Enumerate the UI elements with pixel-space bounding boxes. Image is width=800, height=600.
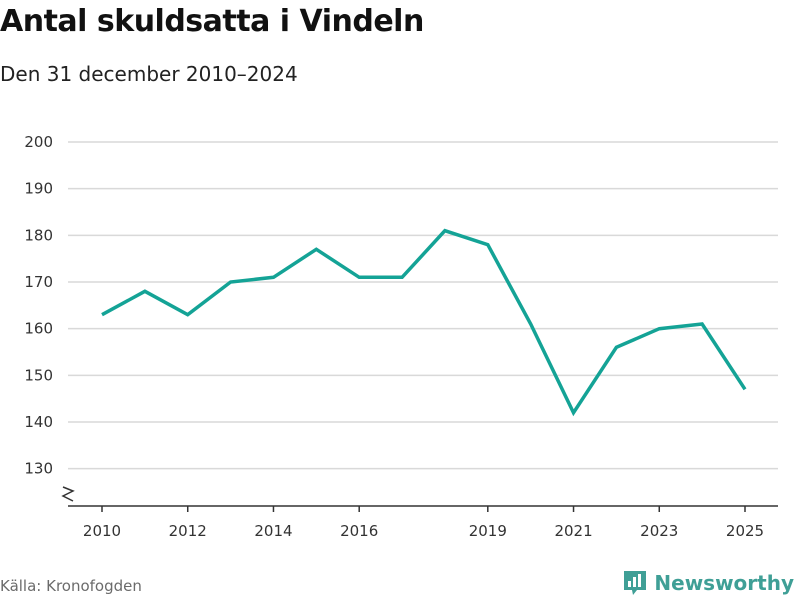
data-point-2019[interactable] [484,241,492,249]
x-tick-label: 2016 [340,522,378,540]
source-note: Källa: Kronofogden [0,577,142,595]
data-point-2020[interactable] [527,320,535,328]
data-point-2024[interactable] [698,320,706,328]
x-tick-label: 2021 [554,522,592,540]
gridlines [68,141,778,470]
data-point-2010[interactable] [98,311,106,319]
series [98,227,749,417]
data-point-2014[interactable] [269,273,277,281]
newsworthy-logo-icon [624,571,647,595]
axis-break-icon [61,486,75,502]
y-tick-label: 200 [24,133,53,151]
chart-subtitle: Den 31 december 2010–2024 [0,62,298,86]
y-tick-label: 170 [24,273,53,291]
data-point-2015[interactable] [312,245,320,253]
chart-title: Antal skuldsatta i Vindeln [0,4,424,39]
x-tick-label: 2010 [83,522,121,540]
x-tick-label: 2012 [169,522,207,540]
data-point-2023[interactable] [655,325,663,333]
data-point-2011[interactable] [141,287,149,295]
x-tick-label: 2014 [254,522,292,540]
y-axis-ticks: 130 140 150 160 170 180 190 200 [24,133,53,478]
data-point-2013[interactable] [227,278,235,286]
data-point-2018[interactable] [441,227,449,235]
data-point-2012[interactable] [184,311,192,319]
y-tick-label: 150 [24,366,53,384]
y-tick-label: 190 [24,180,53,198]
data-point-2016[interactable] [355,273,363,281]
x-tick-label: 2025 [726,522,764,540]
y-tick-label: 140 [24,413,53,431]
x-tick-label: 2019 [469,522,507,540]
brand-logo[interactable]: Newsworthy [622,569,794,597]
series-line [101,228,747,417]
data-point-2017[interactable] [398,273,406,281]
x-tick-label: 2023 [640,522,678,540]
y-tick-label: 130 [24,460,53,478]
x-axis [61,486,778,507]
data-point-2021[interactable] [570,409,578,417]
y-tick-label: 160 [24,320,53,338]
data-point-2025[interactable] [741,385,749,393]
x-axis-ticks: 2010 2012 2014 2016 2019 2021 2023 2025 [83,506,764,540]
data-point-2022[interactable] [612,343,620,351]
y-tick-label: 180 [24,226,53,244]
brand-name: Newsworthy [654,571,794,595]
